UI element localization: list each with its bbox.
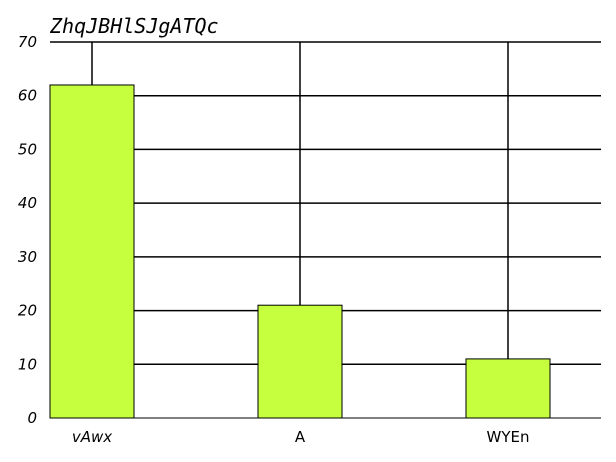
y-axis-ticks: 0 10 20 30 40 50 60 70 xyxy=(18,33,37,427)
y-tick-label-40: 40 xyxy=(18,194,37,212)
x-tick-label-vAwx: vAwx xyxy=(72,428,112,446)
y-tick-label-0: 0 xyxy=(27,409,37,427)
x-tick-label-WYEn: WYEn xyxy=(487,428,530,446)
y-tick-label-60: 60 xyxy=(18,87,37,105)
y-tick-label-30: 30 xyxy=(18,248,37,266)
x-axis-ticks: vAwx A WYEn xyxy=(72,428,530,446)
chart-title: ZhqJBHlSJgATQc xyxy=(49,14,219,38)
bar-layer xyxy=(49,84,551,419)
bar-A xyxy=(257,304,343,419)
y-tick-label-10: 10 xyxy=(18,355,37,373)
y-tick-label-20: 20 xyxy=(18,302,37,320)
bar-WYEn xyxy=(465,358,551,419)
y-tick-label-70: 70 xyxy=(18,33,37,51)
y-tick-label-50: 50 xyxy=(18,140,37,158)
x-tick-label-A: A xyxy=(295,428,306,446)
bar-vAwx xyxy=(49,84,135,419)
